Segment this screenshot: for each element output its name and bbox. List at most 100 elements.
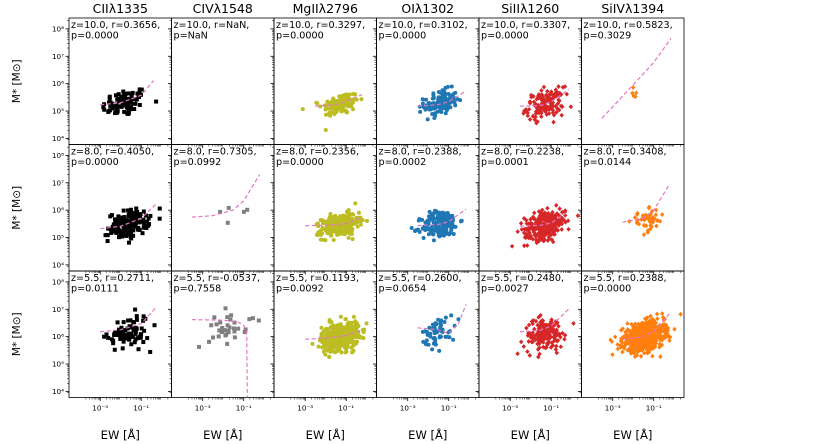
y-tick-label: 10⁵	[52, 107, 64, 116]
column-title: MgIIλ2796	[293, 1, 358, 16]
data-point	[628, 328, 634, 334]
data-point	[564, 91, 569, 97]
data-point	[537, 234, 542, 240]
data-point	[648, 328, 653, 333]
data-point	[545, 205, 550, 211]
data-point	[637, 330, 642, 335]
data-point	[532, 117, 538, 123]
y-axis-label: M* [M⊙]	[11, 186, 23, 230]
data-point	[436, 317, 441, 322]
data-point	[126, 208, 131, 213]
fit-line	[519, 308, 569, 333]
scatter-points	[627, 204, 665, 238]
data-point	[226, 205, 231, 210]
data-point	[553, 329, 559, 335]
data-point	[362, 327, 367, 332]
data-point	[117, 229, 122, 234]
panel: z=8.0, r=0.2238,p=0.0001	[475, 144, 582, 275]
data-point	[141, 221, 146, 226]
data-point	[356, 210, 361, 215]
data-point	[555, 228, 560, 233]
data-point	[318, 232, 323, 237]
data-point	[639, 338, 645, 344]
panel-annotation: p=NaN	[174, 31, 208, 42]
figure-labels: CIIλ1335 CIVλ1548 MgIIλ2796 OIλ1302 SiIIλ126…	[11, 1, 664, 442]
panel: 10⁴ 10⁵ 10⁶ 10⁷ 10⁸ z=10.0, r=0.3656,p=0.0000	[52, 17, 172, 148]
data-point	[128, 207, 133, 212]
data-point	[242, 330, 247, 335]
data-point	[424, 342, 429, 347]
column-title: SiIIλ1260	[501, 1, 559, 16]
data-point	[353, 339, 358, 344]
data-point	[549, 102, 554, 108]
data-point	[525, 113, 530, 119]
data-point	[335, 330, 340, 335]
data-point	[327, 215, 332, 220]
data-point	[526, 225, 531, 231]
data-point	[327, 317, 332, 322]
data-point	[443, 85, 448, 90]
data-point	[354, 97, 359, 102]
data-point	[552, 219, 558, 225]
data-point	[526, 339, 531, 344]
fit-line	[601, 38, 672, 119]
data-point	[549, 212, 554, 218]
data-point	[112, 111, 117, 116]
data-point	[526, 330, 531, 336]
data-point	[157, 216, 162, 221]
data-point	[555, 101, 561, 107]
data-point	[571, 321, 576, 326]
data-point	[554, 211, 560, 217]
panel: 10⁻³ 10⁻¹ z=5.5, r=-0.0537,p=0.7558	[168, 270, 275, 413]
panel-annotation: z=10.0, r=0.5823,	[584, 20, 673, 31]
data-point	[134, 97, 139, 102]
data-point	[413, 228, 418, 233]
data-point	[121, 339, 126, 344]
data-point	[650, 353, 655, 359]
fit-line	[519, 210, 569, 227]
data-point	[338, 214, 343, 219]
data-point	[560, 330, 565, 336]
data-point	[515, 351, 520, 357]
fit-line	[191, 319, 248, 398]
data-point	[347, 92, 352, 97]
data-point	[101, 105, 106, 110]
data-point	[660, 322, 665, 328]
data-point	[646, 204, 652, 210]
data-point	[539, 334, 544, 340]
data-point	[562, 332, 568, 338]
data-point	[342, 232, 347, 237]
data-point	[129, 331, 134, 336]
data-point	[550, 209, 555, 215]
data-point	[557, 213, 562, 219]
panel-annotation: z=8.0, r=0.7305,	[174, 147, 257, 158]
data-point	[424, 97, 429, 102]
data-point	[630, 90, 635, 96]
data-point	[552, 336, 558, 342]
data-point	[121, 320, 126, 325]
data-point	[655, 316, 660, 322]
data-point	[349, 226, 354, 231]
data-point	[542, 323, 548, 329]
data-point	[114, 230, 119, 235]
data-point	[326, 338, 331, 343]
data-point	[120, 230, 125, 235]
data-point	[324, 112, 329, 117]
data-point	[533, 114, 538, 120]
data-point	[425, 117, 430, 122]
scatter-points	[197, 306, 261, 349]
panel: 10⁻³ 10⁻¹ z=5.5, r=0.2480,p=0.0027	[475, 270, 582, 413]
data-point	[229, 313, 234, 318]
data-point	[629, 347, 635, 353]
data-point	[439, 221, 444, 226]
data-point	[318, 104, 323, 109]
data-point	[132, 96, 137, 101]
data-point	[328, 211, 333, 216]
data-point	[658, 337, 663, 343]
data-point	[323, 340, 328, 345]
data-point	[538, 312, 543, 318]
data-point	[323, 128, 328, 133]
data-point	[553, 319, 559, 324]
data-point	[536, 94, 542, 100]
data-point	[659, 342, 665, 348]
